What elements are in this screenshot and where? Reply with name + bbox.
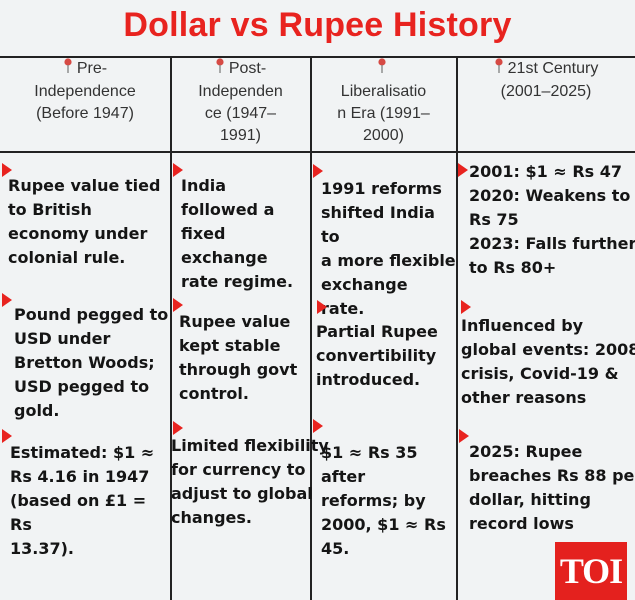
column-header: 21st Century (2001–2025) <box>457 56 635 153</box>
column-header: Post- Independen ce (1947– 1991) <box>171 56 310 153</box>
column-header: Liberalisatio n Era (1991– 2000) <box>311 56 456 153</box>
column-divider-2 <box>310 56 312 600</box>
red-triangle-icon <box>313 419 323 433</box>
cell-text: India followed a fixed exchange rate regime. <box>181 176 294 291</box>
cell-text: Partial Rupee convertibility introduced. <box>316 322 438 389</box>
map-pin-icon <box>494 58 504 81</box>
header-line: 21st Century <box>507 60 599 77</box>
toi-logo: TOI <box>555 542 627 600</box>
cell-text: $1 ≈ Rs 35 after reforms; by 2000, $1 ≈ Rs… <box>321 443 446 558</box>
cell-text: Rupee value tied to British economy under c… <box>8 176 161 267</box>
header-line: Post- <box>228 60 267 77</box>
cell-text: Influenced by global events: 2008 crisis, … <box>461 316 635 407</box>
cell-text: 2001: $1 ≈ Rs 47 2020: Weakens to Rs 75 202… <box>469 162 635 277</box>
cell-text: Rupee value kept stable through govt contro… <box>179 312 298 403</box>
red-triangle-icon <box>317 300 327 314</box>
red-triangle-icon <box>2 163 12 177</box>
header-divider <box>0 151 635 153</box>
cell-text: 2025: Rupee breaches Rs 88 per dollar, hit… <box>469 442 635 533</box>
map-pin-icon <box>377 58 387 81</box>
column-post-independence: Post- Independen ce (1947– 1991) India fo… <box>171 56 329 600</box>
cell-text: 1991 reforms shifted India to a more flexi… <box>321 179 456 318</box>
header-line: 1991) <box>220 127 261 144</box>
header-line: n Era (1991– <box>337 105 430 122</box>
header-line: Independen <box>198 83 283 100</box>
header-line: Independence <box>34 83 136 100</box>
red-triangle-icon <box>461 300 471 314</box>
header-line: Pre- <box>76 60 108 77</box>
column-21st-century: 21st Century (2001–2025) 2001: $1 ≈ Rs 4… <box>457 56 635 600</box>
header-line: 2000) <box>363 127 404 144</box>
page-title: Dollar vs Rupee History <box>123 6 512 44</box>
cell-text: Limited flexibility for currency to adjust… <box>171 436 329 527</box>
red-triangle-icon <box>459 429 469 443</box>
red-triangle-icon <box>173 421 183 435</box>
column-divider-1 <box>170 56 172 600</box>
column-divider-3 <box>456 56 458 600</box>
cell-text: Estimated: $1 ≈ Rs 4.16 in 1947 (based on … <box>10 443 155 558</box>
red-triangle-icon <box>458 163 468 177</box>
column-pre-independence: Pre- Independence (Before 1947) Rupee va… <box>0 56 170 600</box>
header-line: (2001–2025) <box>500 83 592 100</box>
red-triangle-icon <box>313 164 323 178</box>
column-liberalisation-era: Liberalisatio n Era (1991– 2000) 1991 re… <box>311 56 456 600</box>
header-line: Liberalisatio <box>340 83 427 100</box>
cell-text: Pound pegged to USD under Bretton Woods; US… <box>14 305 169 420</box>
red-triangle-icon <box>173 298 183 312</box>
map-pin-icon <box>63 58 73 81</box>
column-header: Pre- Independence (Before 1947) <box>0 56 170 153</box>
history-table: Pre- Independence (Before 1947) Rupee va… <box>0 56 635 600</box>
red-triangle-icon <box>173 163 183 177</box>
red-triangle-icon <box>2 429 12 443</box>
red-triangle-icon <box>2 293 12 307</box>
table-top-border <box>0 56 635 58</box>
header-line: ce (1947– <box>204 105 277 122</box>
header-line: (Before 1947) <box>36 105 134 122</box>
map-pin-icon <box>215 58 225 81</box>
